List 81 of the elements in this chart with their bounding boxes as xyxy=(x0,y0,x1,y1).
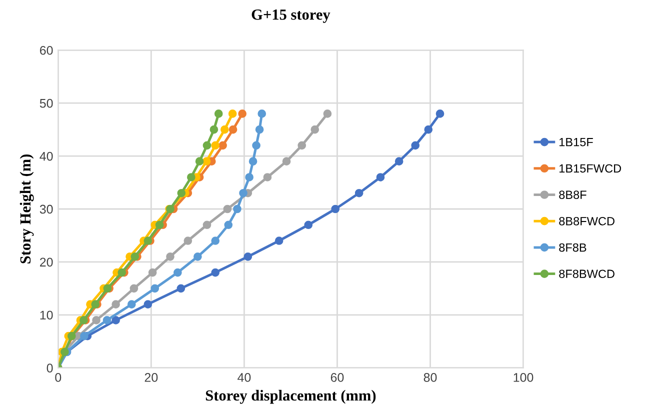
point xyxy=(258,110,266,118)
point xyxy=(210,125,218,134)
x-tick-label: 40 xyxy=(238,373,251,382)
legend-label: 8B8FWCD xyxy=(559,216,614,226)
point xyxy=(118,268,126,277)
point xyxy=(144,236,152,245)
point xyxy=(331,204,340,214)
chart-title: G+15 storey xyxy=(252,9,330,23)
point xyxy=(424,125,433,134)
point xyxy=(354,188,364,198)
point xyxy=(202,157,211,166)
x-tick-label: 80 xyxy=(424,373,437,382)
point xyxy=(233,204,242,214)
point xyxy=(202,220,212,230)
point xyxy=(112,316,120,324)
point xyxy=(228,110,237,118)
point xyxy=(263,173,272,182)
point xyxy=(144,300,152,308)
point xyxy=(394,157,404,166)
point xyxy=(214,110,223,118)
point xyxy=(244,252,252,261)
point xyxy=(376,173,385,182)
point xyxy=(112,300,120,308)
y-axis-title: Story Height (m) xyxy=(20,154,34,264)
point xyxy=(195,157,204,166)
point xyxy=(224,220,233,230)
point xyxy=(228,125,238,134)
y-tick-label: 10 xyxy=(40,310,53,320)
point xyxy=(323,110,332,118)
legend-label: 1B15F xyxy=(560,138,593,146)
x-tick-label: 100 xyxy=(514,373,534,382)
point xyxy=(177,188,186,198)
x-tick-label: 0 xyxy=(55,373,62,382)
x-tick-label: 60 xyxy=(330,373,344,382)
point xyxy=(150,284,160,293)
point xyxy=(80,332,88,340)
point xyxy=(202,141,212,150)
point xyxy=(184,236,192,245)
x-axis-title: Storey displacement (mm) xyxy=(206,390,376,404)
point xyxy=(166,252,174,261)
point xyxy=(220,125,229,134)
point xyxy=(194,252,202,261)
point xyxy=(274,236,284,245)
point xyxy=(130,252,140,261)
x-tick-label: 20 xyxy=(144,373,158,382)
legend-label: 8F8B xyxy=(559,243,586,252)
point xyxy=(411,141,420,150)
point xyxy=(304,220,313,230)
y-tick-label: 20 xyxy=(40,258,53,267)
point xyxy=(211,141,220,150)
point xyxy=(248,157,258,166)
y-tick-label: 50 xyxy=(40,98,53,108)
point xyxy=(102,316,112,324)
point xyxy=(211,268,220,277)
legend-label: 1B15FWCD xyxy=(560,164,622,173)
point xyxy=(148,268,157,277)
point xyxy=(130,284,138,293)
point xyxy=(186,173,196,182)
point xyxy=(155,220,164,230)
point xyxy=(127,300,136,308)
legend-label: 8B8F xyxy=(559,190,586,199)
y-tick-label: 40 xyxy=(40,152,53,161)
point xyxy=(298,141,306,150)
point xyxy=(436,110,444,118)
point xyxy=(176,284,186,293)
point xyxy=(310,125,320,134)
point xyxy=(282,157,291,166)
point xyxy=(218,141,227,150)
point xyxy=(211,236,220,245)
point xyxy=(255,125,264,134)
point xyxy=(92,316,100,324)
point xyxy=(238,110,246,118)
y-tick-label: 0 xyxy=(46,364,53,372)
point xyxy=(245,173,254,182)
y-tick-label: 30 xyxy=(40,204,53,214)
point xyxy=(252,141,260,150)
point xyxy=(239,188,248,198)
point xyxy=(223,204,232,214)
point xyxy=(174,268,182,277)
y-tick-label: 60 xyxy=(40,46,53,55)
legend-label: 8F8BWCD xyxy=(559,270,614,278)
